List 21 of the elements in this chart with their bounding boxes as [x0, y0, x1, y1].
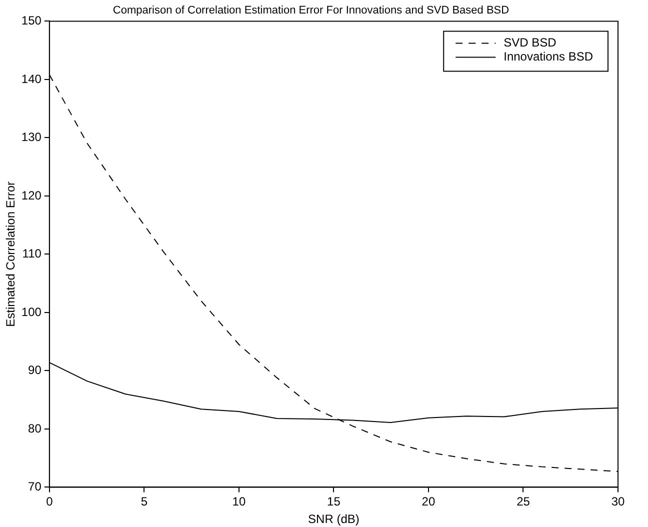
y-tick-label: 90: [28, 363, 42, 378]
x-axis-title: SNR (dB): [308, 512, 360, 526]
x-tick-label: 15: [327, 494, 341, 509]
x-tick-label: 25: [516, 494, 530, 509]
x-tick-label: 0: [46, 494, 54, 509]
y-tick-label: 80: [28, 421, 42, 436]
x-tick-label: 5: [140, 494, 148, 509]
y-tick-label: 110: [22, 246, 42, 261]
y-tick-label: 70: [28, 480, 42, 494]
y-tick-label: 100: [21, 304, 42, 319]
y-axis-title: Estimated Correlation Error: [4, 182, 18, 327]
x-tick-label: 10: [232, 494, 246, 509]
x-tick-label: 20: [422, 494, 436, 509]
legend-label: SVD BSD: [504, 36, 557, 50]
y-tick-label: 120: [21, 188, 42, 202]
chart-title: Comparison of Correlation Estimation Error For Innovations and SVD Based BSD: [112, 4, 510, 17]
y-tick-label: 130: [21, 130, 42, 144]
y-tick-label: 150: [21, 14, 42, 28]
y-tick-label: 140: [21, 72, 42, 86]
x-tick-label: 30: [611, 494, 625, 509]
legend-label: Innovations BSD: [504, 50, 594, 64]
